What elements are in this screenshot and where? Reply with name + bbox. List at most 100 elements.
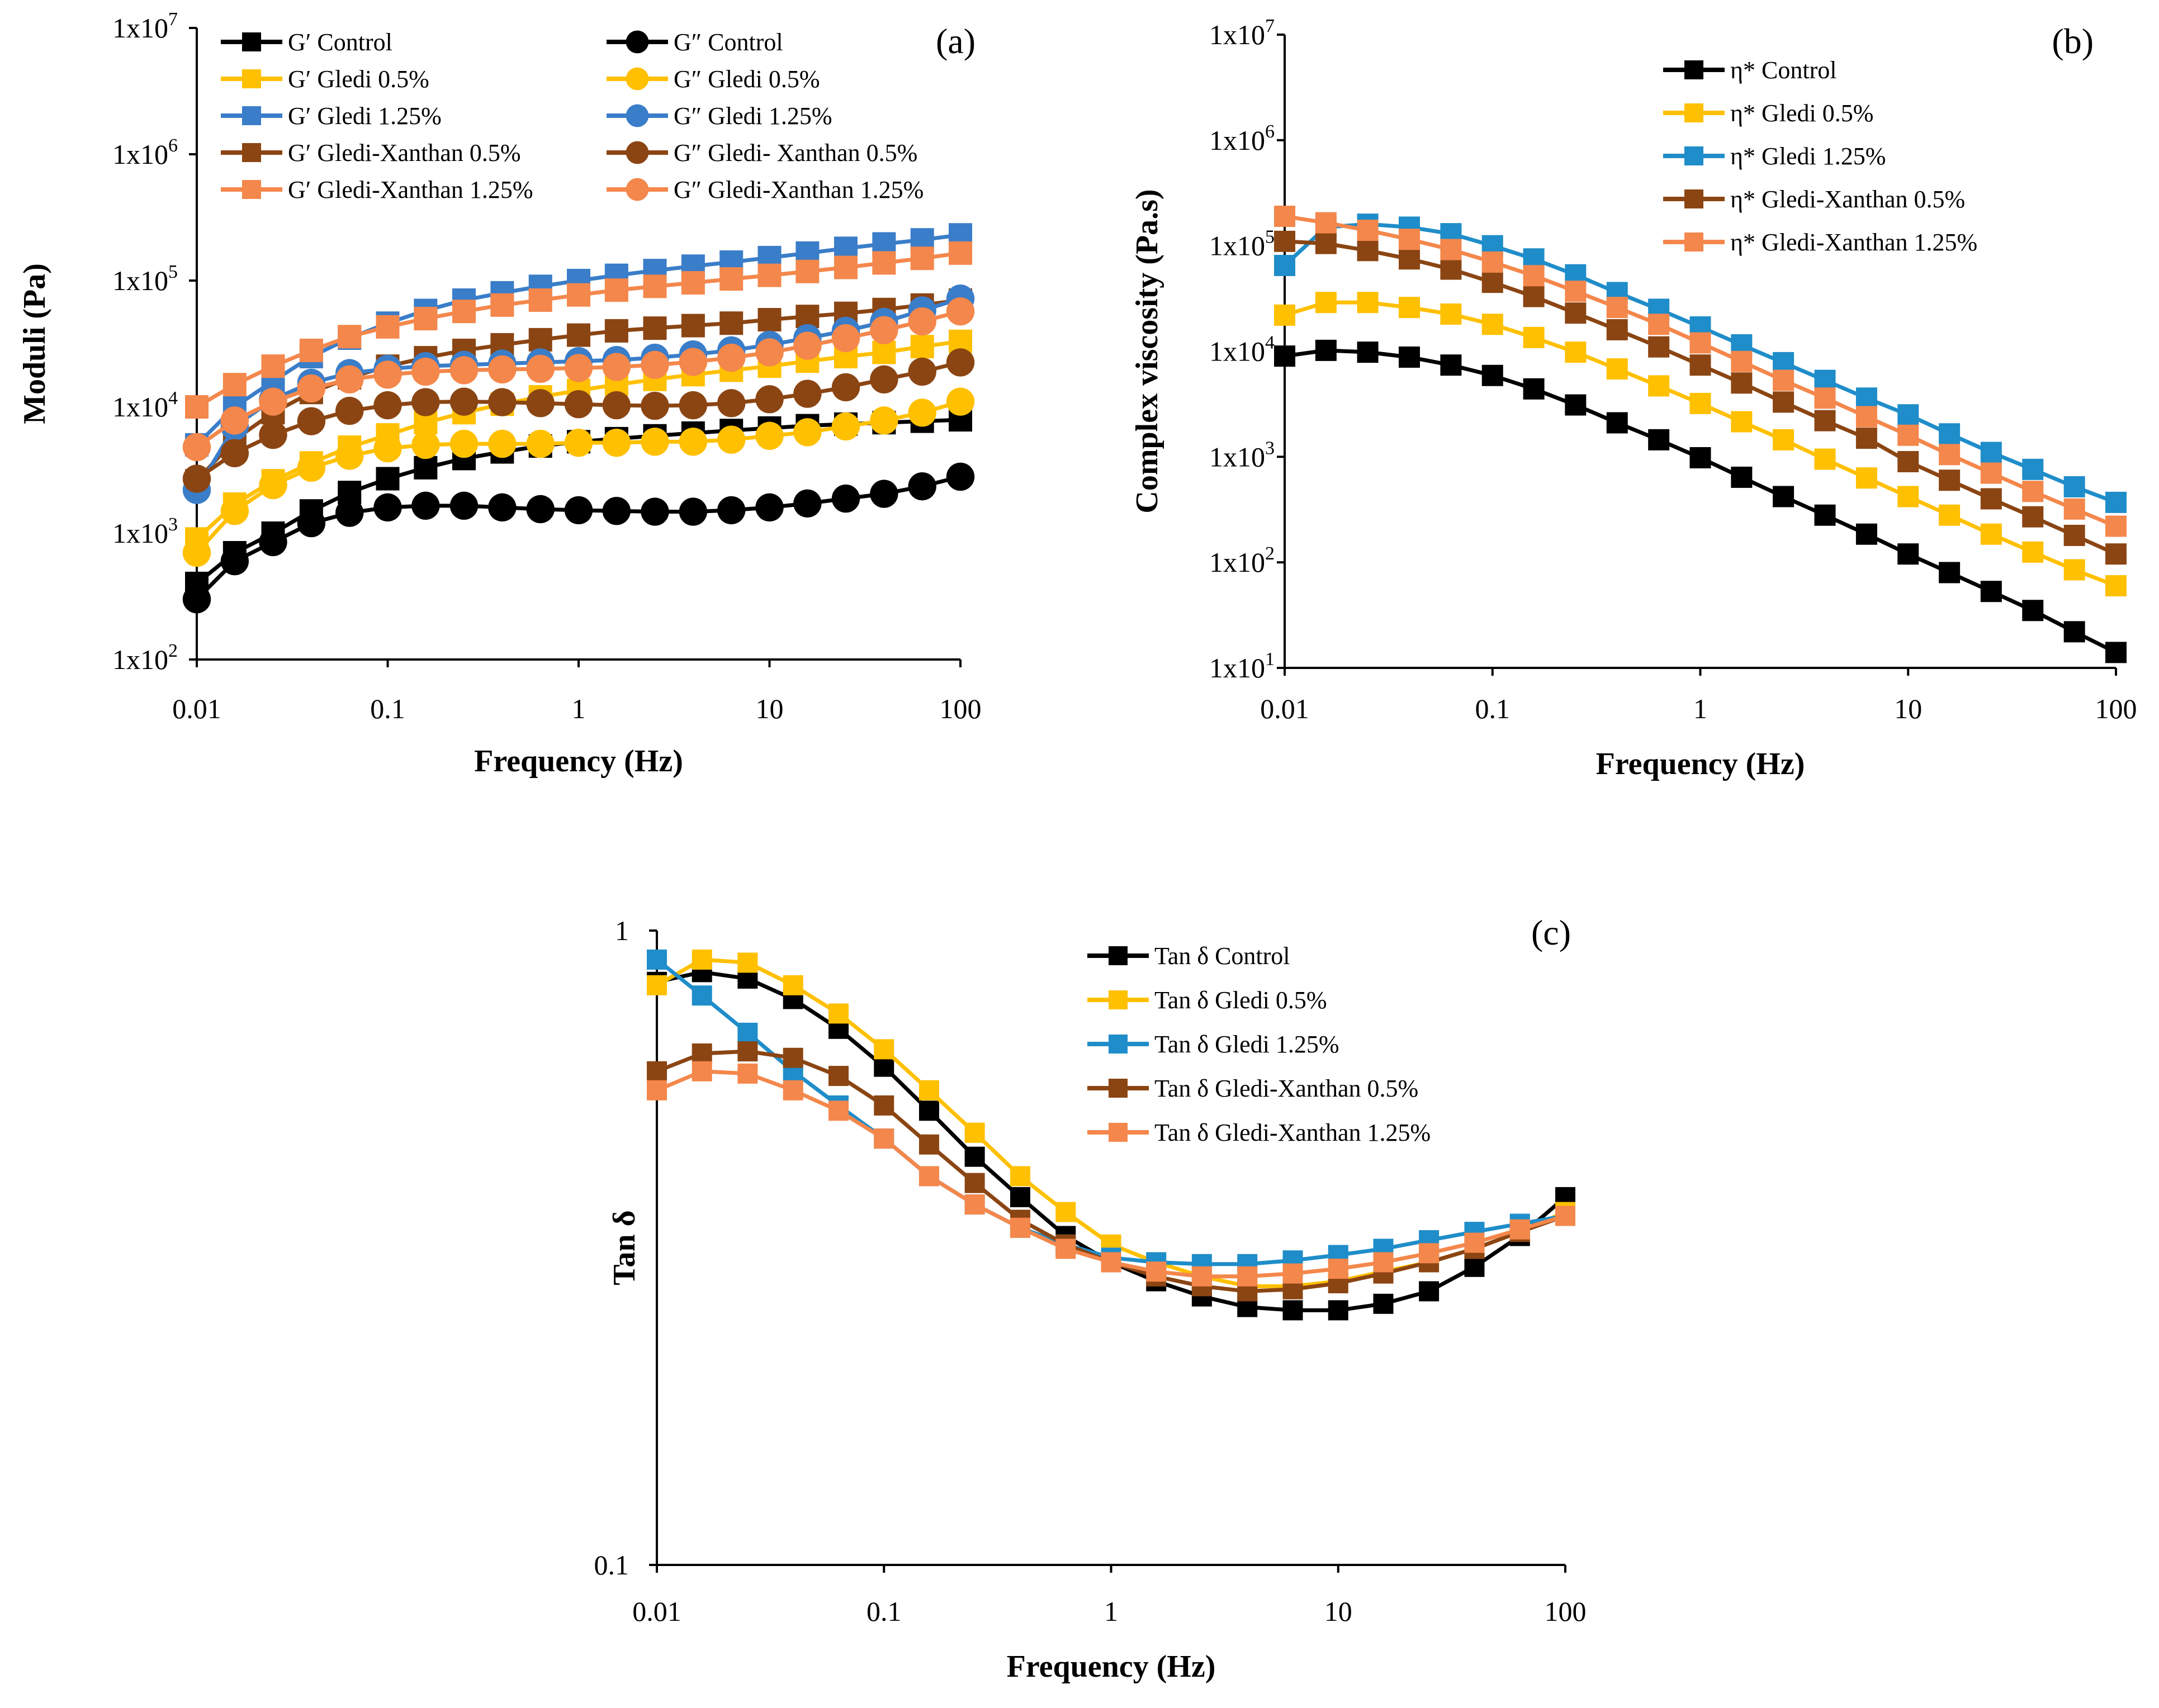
data-point <box>828 1066 849 1087</box>
data-point <box>834 255 858 279</box>
data-point <box>1980 442 2002 463</box>
data-point <box>692 1043 712 1064</box>
data-point <box>373 434 402 463</box>
data-point <box>647 949 667 970</box>
legend-item: η* Gledi-Xanthan 1.25% <box>1663 229 1977 256</box>
data-point <box>755 493 784 522</box>
data-point <box>793 489 822 518</box>
y-tick-label: 1x102 <box>112 640 178 675</box>
data-point <box>2022 506 2044 528</box>
legend-item: G′ Gledi-Xanthan 1.25% <box>221 176 533 203</box>
data-point <box>1357 292 1379 314</box>
y-tick-exponent: 3 <box>168 514 178 535</box>
series--gledi-xanthan-0-5- <box>1274 230 2127 565</box>
legend-label: G″ Gledi 1.25% <box>674 102 832 130</box>
data-point <box>1523 326 1545 348</box>
data-point <box>1773 369 1795 391</box>
data-point <box>1464 1256 1485 1277</box>
series-g-gledi-xanthan-1-25- <box>182 297 975 462</box>
data-point <box>828 1100 849 1121</box>
legend-label: Tan δ Gledi 1.25% <box>1154 1031 1339 1058</box>
data-point <box>373 391 402 420</box>
data-point <box>1814 448 1836 470</box>
legend-item: G′ Gledi-Xanthan 0.5% <box>221 139 521 167</box>
data-point <box>259 420 287 449</box>
data-point <box>297 407 326 435</box>
data-point <box>641 428 669 456</box>
data-point <box>1274 230 1295 252</box>
x-tick-label: 0.01 <box>632 1596 681 1627</box>
data-point <box>1328 1259 1348 1279</box>
data-point <box>692 985 712 1006</box>
y-tick-exponent: 6 <box>1265 121 1275 142</box>
data-point <box>908 357 936 386</box>
data-point <box>643 316 667 340</box>
panel-label: (b) <box>2052 21 2094 61</box>
legend-label: G′ Gledi-Xanthan 0.5% <box>288 139 521 167</box>
legend-item: G″ Gledi- Xanthan 0.5% <box>607 139 917 167</box>
data-point <box>1399 346 1421 368</box>
data-point <box>1055 1202 1076 1222</box>
data-point <box>1855 406 1877 428</box>
data-point <box>1855 523 1877 545</box>
data-point <box>783 975 803 995</box>
series-g-gledi-0-5- <box>182 387 975 567</box>
data-point <box>1606 412 1628 434</box>
data-point <box>1606 319 1628 340</box>
data-point <box>681 271 705 295</box>
panel-label: (c) <box>1531 913 1571 952</box>
data-point <box>755 338 784 367</box>
data-point <box>870 406 898 435</box>
data-point <box>1399 297 1421 319</box>
y-axis-title: Tan δ <box>607 1210 642 1285</box>
data-point <box>796 259 820 283</box>
legend-item: Tan δ Control <box>1087 942 1290 970</box>
legend-label: G′ Gledi 1.25% <box>288 102 442 130</box>
y-tick-label: 1x106 <box>1209 121 1275 156</box>
y-tick-label: 1x107 <box>1209 16 1275 50</box>
legend-item: η* Gledi 1.25% <box>1663 143 1886 170</box>
y-tick-label: 1 <box>615 915 629 946</box>
data-point <box>2063 524 2085 546</box>
data-point <box>946 348 975 377</box>
y-axis-title: Complex viscosity (Pa.s) <box>1130 189 1164 513</box>
data-point <box>1773 352 1795 373</box>
x-tick-labels: 0.01 0.1 1 10 100 <box>1260 668 2137 724</box>
data-point <box>604 319 628 343</box>
data-point <box>1689 332 1711 354</box>
legend-label: η* Gledi 1.25% <box>1730 143 1886 170</box>
series--gledi-xanthan-1-25- <box>1274 206 2127 537</box>
data-point <box>182 538 211 567</box>
data-point <box>1010 1187 1030 1207</box>
data-point <box>1773 429 1795 450</box>
data-point <box>1555 1206 1575 1226</box>
data-point <box>220 497 249 525</box>
data-point <box>1814 504 1836 526</box>
data-point <box>641 497 669 526</box>
data-point <box>949 241 972 265</box>
data-point <box>1773 486 1795 507</box>
legend-marker <box>1109 1035 1128 1054</box>
data-point <box>1481 251 1503 273</box>
data-point <box>1814 369 1836 391</box>
data-point <box>261 354 285 378</box>
data-point <box>1648 314 1670 335</box>
y-tick-exponent: 6 <box>168 135 178 156</box>
data-point <box>564 390 593 419</box>
data-point <box>737 1022 758 1043</box>
data-point <box>831 412 860 441</box>
legend-label: η* Gledi-Xanthan 0.5% <box>1730 186 1965 213</box>
legend-item: G″ Gledi 0.5% <box>607 65 820 93</box>
legend-marker <box>1684 60 1703 79</box>
legend: Tan δ Control Tan δ Gledi 0.5% Tan δ Gledi… <box>1087 942 1431 1146</box>
data-point <box>872 340 896 364</box>
legend-label: G″ Gledi- Xanthan 0.5% <box>674 139 917 167</box>
data-point <box>679 428 708 456</box>
data-point <box>2063 559 2085 581</box>
data-point <box>793 418 822 447</box>
y-tick-exponent: 5 <box>1265 227 1275 248</box>
x-tick-label: 100 <box>1545 1596 1587 1627</box>
data-point <box>1373 1293 1394 1314</box>
